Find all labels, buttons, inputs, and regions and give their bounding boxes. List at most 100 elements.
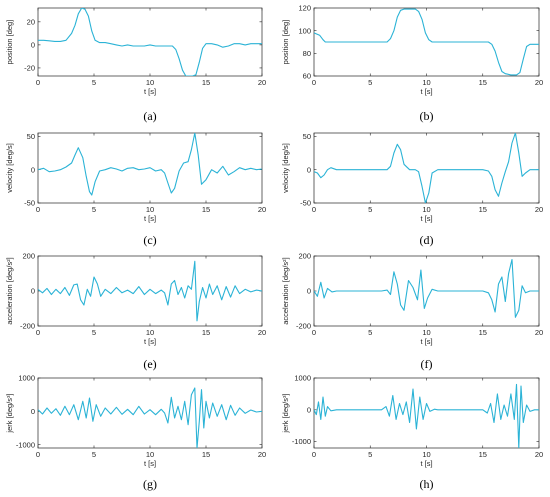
y-tick-label: -50 <box>300 199 311 208</box>
y-tick-label: 20 <box>27 17 35 26</box>
y-axis-label: position [deg] <box>5 20 14 65</box>
x-tick-label: 20 <box>258 78 266 87</box>
plot-frame <box>37 7 263 77</box>
x-tick-label: 10 <box>146 78 154 87</box>
x-tick-label: 10 <box>146 328 154 337</box>
panel-caption: (b) <box>420 109 434 123</box>
y-axis-label: jerk [deg/s³] <box>5 393 14 433</box>
x-tick-label: 10 <box>146 450 154 459</box>
y-tick-label: 80 <box>303 49 311 58</box>
x-tick-label: 15 <box>479 328 487 337</box>
chart-panel: 0 5 10 15 20 60 80 100 120 t [s] position [deg] (b) <box>281 4 543 123</box>
x-tick-label: 5 <box>368 328 372 337</box>
series-line <box>314 8 539 76</box>
y-tick-label: -20 <box>24 64 35 73</box>
y-tick-label: -200 <box>20 322 35 331</box>
x-tick-label: 15 <box>202 78 210 87</box>
x-tick-label: 0 <box>36 328 40 337</box>
y-tick-label: 0 <box>31 165 35 174</box>
y-axis-label: velocity [deg/s] <box>281 143 290 193</box>
y-tick-label: 0 <box>31 407 35 416</box>
x-tick-label: 0 <box>312 450 316 459</box>
series-line <box>38 133 262 196</box>
y-tick-label: 0 <box>31 40 35 49</box>
series-line <box>314 258 539 318</box>
x-tick-label: 15 <box>479 205 487 214</box>
panel-caption: (f) <box>421 357 433 371</box>
x-tick-label: 0 <box>312 328 316 337</box>
y-tick-label: 120 <box>298 4 311 13</box>
y-axis-label: position [deg] <box>281 20 290 65</box>
y-tick-label: 100 <box>298 26 311 35</box>
x-tick-label: 10 <box>422 450 430 459</box>
x-tick-label: 20 <box>258 328 266 337</box>
y-tick-label: 60 <box>303 72 311 81</box>
y-tick-label: -50 <box>24 199 35 208</box>
x-tick-label: 5 <box>92 450 96 459</box>
x-axis-label: t [s] <box>144 337 156 346</box>
y-tick-label: 0 <box>31 287 35 296</box>
x-tick-label: 15 <box>202 205 210 214</box>
x-tick-label: 10 <box>146 205 154 214</box>
x-tick-label: 20 <box>258 205 266 214</box>
y-tick-label: 1000 <box>294 374 311 383</box>
x-tick-label: 5 <box>368 78 372 87</box>
y-tick-label: 0 <box>307 165 311 174</box>
x-axis-label: t [s] <box>144 214 156 223</box>
x-tick-label: 20 <box>535 328 543 337</box>
series-line <box>38 8 262 76</box>
y-tick-label: -1000 <box>16 440 35 449</box>
panel-caption: (d) <box>420 233 434 247</box>
x-axis-label: t [s] <box>420 87 432 96</box>
y-axis-label: velocity [deg/s] <box>5 143 14 193</box>
y-axis-label: acceleration [deg/s²] <box>5 257 14 325</box>
series-line <box>314 383 539 448</box>
panel-caption: (e) <box>143 357 156 371</box>
series-line <box>38 387 262 448</box>
y-tick-label: 50 <box>303 132 311 141</box>
x-tick-label: 15 <box>202 328 210 337</box>
x-tick-label: 15 <box>479 450 487 459</box>
y-axis-label: acceleration [deg/s²] <box>281 257 290 325</box>
y-axis-label: jerk [deg/s³] <box>281 393 290 433</box>
x-tick-label: 20 <box>535 78 543 87</box>
x-tick-label: 20 <box>535 205 543 214</box>
y-tick-label: -1000 <box>292 437 311 446</box>
x-tick-label: 10 <box>422 205 430 214</box>
x-tick-label: 15 <box>202 450 210 459</box>
series-line <box>314 133 539 203</box>
y-tick-label: 200 <box>22 252 35 261</box>
y-tick-label: 200 <box>298 252 311 261</box>
x-tick-label: 5 <box>92 328 96 337</box>
x-axis-label: t [s] <box>420 337 432 346</box>
x-tick-label: 0 <box>36 78 40 87</box>
x-axis-label: t [s] <box>420 214 432 223</box>
y-tick-label: 50 <box>27 132 35 141</box>
x-axis-label: t [s] <box>420 459 432 468</box>
y-tick-label: -200 <box>296 322 311 331</box>
x-tick-label: 5 <box>368 205 372 214</box>
y-tick-label: 1000 <box>18 374 35 383</box>
x-tick-label: 10 <box>422 328 430 337</box>
panel-caption: (h) <box>420 477 434 491</box>
x-tick-label: 20 <box>535 450 543 459</box>
x-tick-label: 0 <box>312 78 316 87</box>
x-tick-label: 10 <box>422 78 430 87</box>
plot-frame <box>313 132 540 204</box>
x-tick-label: 0 <box>312 205 316 214</box>
x-axis-label: t [s] <box>144 459 156 468</box>
x-tick-label: 0 <box>36 205 40 214</box>
plot-frame <box>313 377 540 449</box>
series-line <box>38 260 262 322</box>
x-axis-label: t [s] <box>144 87 156 96</box>
panel-caption: (a) <box>143 109 156 123</box>
panel-caption: (g) <box>143 477 157 491</box>
